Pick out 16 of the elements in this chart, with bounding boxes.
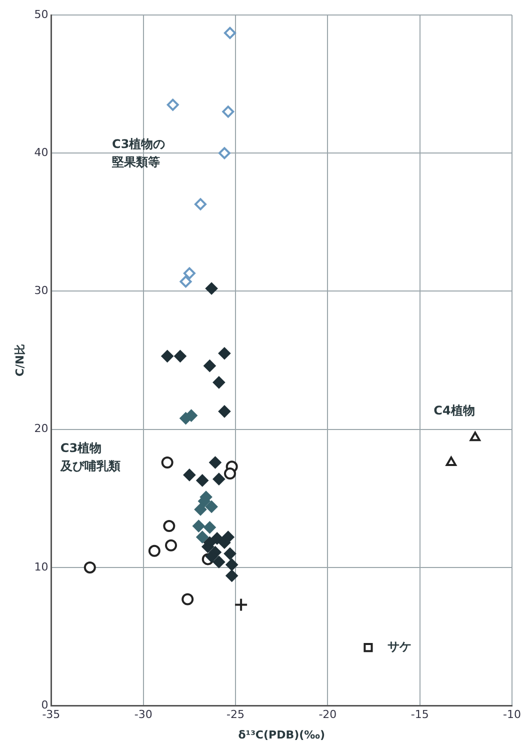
y-axis-title: C/N比 [13,344,26,376]
x-tick-label: -15 [410,708,429,722]
x-tick-label: -20 [318,708,337,722]
x-tick-label: -25 [226,708,245,722]
y-tick-label: 10 [34,560,48,574]
y-tick-label: 40 [34,146,48,159]
y-tick-label: 20 [34,422,48,436]
x-axis-title: δ¹³C(PDB)(‰) [238,728,325,742]
annotation: C3植物及び哺乳類 [59,440,120,473]
annotation: C4植物 [434,404,475,418]
y-tick-label: 30 [34,284,48,298]
x-tick-label: -30 [134,708,152,722]
x-tick-label: -10 [503,708,521,722]
y-tick-label: 50 [34,8,48,21]
annotation: サケ [388,640,412,654]
annotation: C3植物の堅果類等 [111,136,166,169]
